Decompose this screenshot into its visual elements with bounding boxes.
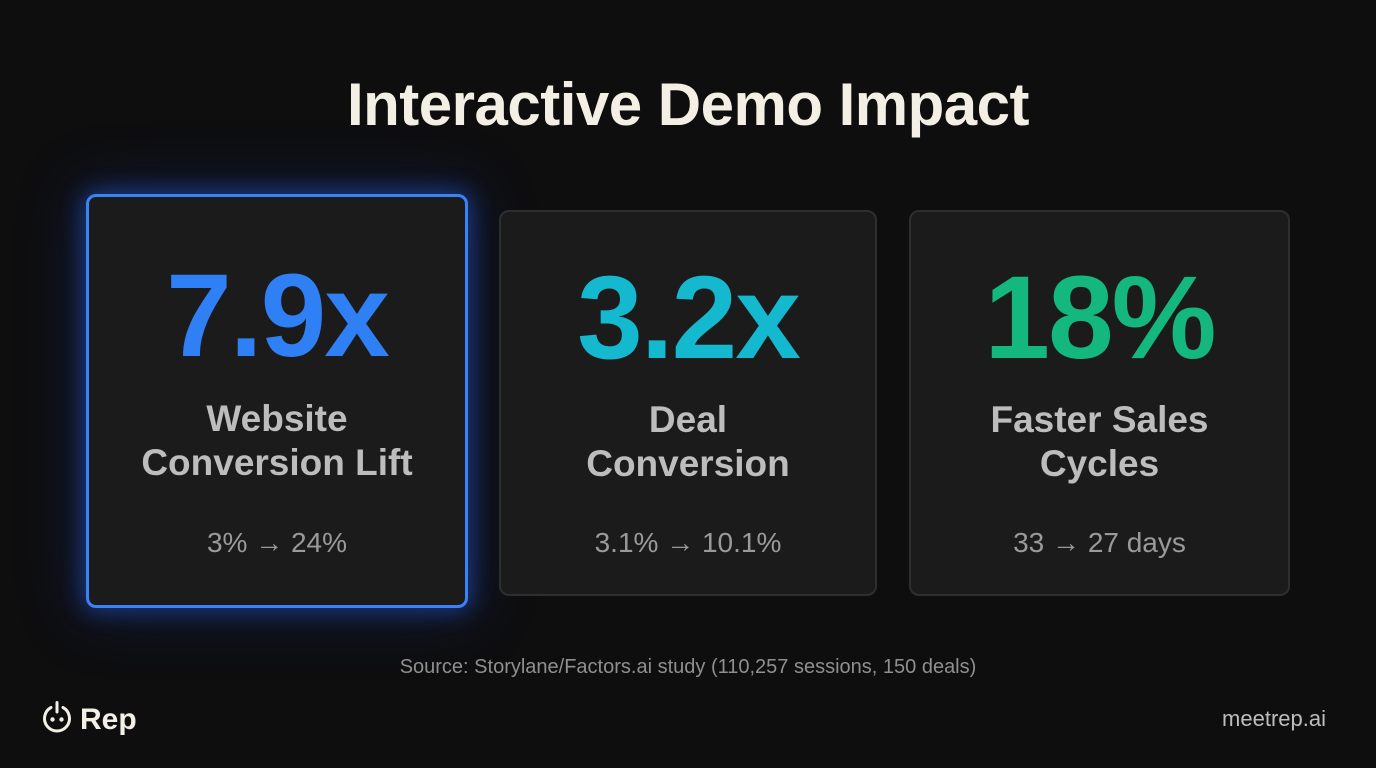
- stat-label-line2: Cycles: [1039, 443, 1160, 484]
- power-face-icon: [40, 700, 74, 739]
- stat-label-line2: Conversion: [586, 443, 790, 484]
- source-citation: Source: Storylane/Factors.ai study (110,…: [399, 656, 977, 678]
- stat-value: 3.2x: [577, 252, 801, 384]
- brand-name: Rep: [80, 702, 137, 736]
- stat-change: 3% → 24%: [206, 527, 348, 558]
- stat-label: Faster Sales Cycles: [911, 398, 1288, 486]
- website-url: meetrep.ai: [1222, 706, 1326, 731]
- stat-label: Deal Conversion: [501, 398, 875, 486]
- stat-label-line1: Faster Sales: [990, 399, 1209, 440]
- stat-change: 33 → 27 days: [1013, 527, 1186, 558]
- stat-card-website-conversion: 7.9x Website Conversion Lift 3% → 24%: [86, 194, 468, 608]
- stat-label-line2: Conversion Lift: [141, 442, 413, 483]
- stat-label: Website Conversion Lift: [89, 397, 465, 485]
- brand-logo: Rep: [40, 700, 137, 739]
- stat-label-line1: Website: [206, 398, 348, 439]
- stat-label-line1: Deal: [648, 399, 728, 440]
- stat-change: 3.1% → 10.1%: [594, 527, 782, 558]
- stat-value: 7.9x: [166, 250, 390, 382]
- stat-card-sales-cycles: 18% Faster Sales Cycles 33 → 27 days: [909, 210, 1290, 596]
- stat-value: 18%: [984, 252, 1216, 384]
- page-title: Interactive Demo Impact: [346, 71, 1030, 138]
- stat-card-deal-conversion: 3.2x Deal Conversion 3.1% → 10.1%: [499, 210, 877, 596]
